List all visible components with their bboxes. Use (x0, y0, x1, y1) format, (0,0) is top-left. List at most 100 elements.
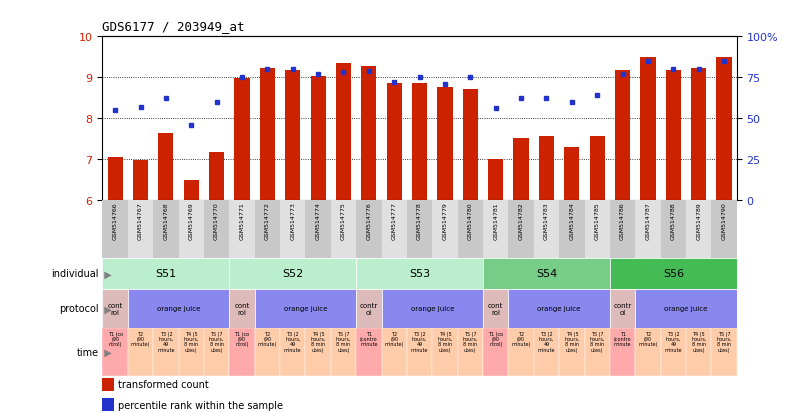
Text: T3 (2
hours,
49
minute: T3 (2 hours, 49 minute (157, 331, 175, 352)
Bar (361, 67, 377, 200)
Bar (585, 328, 610, 376)
Text: GSM514778: GSM514778 (417, 202, 422, 240)
Text: GSM514787: GSM514787 (645, 202, 650, 240)
Text: T5 (7
hours,
8 min
utes): T5 (7 hours, 8 min utes) (209, 331, 225, 352)
Text: T4 (5
hours,
8 min
utes): T4 (5 hours, 8 min utes) (691, 331, 706, 352)
Bar (133, 160, 148, 200)
Text: T4 (5
hours,
8 min
utes): T4 (5 hours, 8 min utes) (564, 331, 579, 352)
Bar (559, 328, 585, 376)
Bar (102, 377, 113, 391)
Bar (306, 200, 331, 258)
Text: S53: S53 (409, 268, 430, 279)
Text: orange juice: orange juice (537, 306, 581, 312)
Bar (255, 328, 280, 376)
Bar (433, 328, 458, 376)
Text: T5 (7
hours,
8 min
utes): T5 (7 hours, 8 min utes) (589, 331, 605, 352)
Text: GSM514775: GSM514775 (341, 202, 346, 240)
Text: cont
rol: cont rol (107, 302, 123, 315)
Bar (234, 79, 250, 200)
Bar (564, 147, 579, 200)
Text: GSM514772: GSM514772 (265, 202, 269, 240)
Text: ▶: ▶ (98, 268, 112, 279)
Bar (102, 289, 128, 328)
Text: T2
(90
minute): T2 (90 minute) (511, 331, 531, 347)
Bar (407, 200, 433, 258)
Bar (128, 200, 153, 258)
Bar (610, 289, 635, 328)
Bar (508, 289, 610, 328)
Bar (483, 289, 508, 328)
Bar (229, 289, 255, 328)
Bar (331, 200, 356, 258)
Text: T3 (2
hours,
49
minute: T3 (2 hours, 49 minute (411, 331, 429, 352)
Bar (387, 84, 402, 200)
Bar (356, 328, 381, 376)
Bar (229, 258, 356, 289)
Bar (179, 328, 204, 376)
Text: GSM514779: GSM514779 (443, 202, 448, 240)
Bar (615, 71, 630, 200)
Bar (488, 159, 504, 200)
Text: GSM514790: GSM514790 (722, 202, 727, 240)
Bar (280, 200, 306, 258)
Text: GSM514766: GSM514766 (113, 202, 117, 240)
Text: contr
ol: contr ol (614, 302, 632, 315)
Bar (585, 200, 610, 258)
Bar (533, 328, 559, 376)
Bar (107, 157, 123, 200)
Bar (229, 328, 255, 376)
Bar (306, 328, 331, 376)
Bar (712, 200, 737, 258)
Text: GSM514786: GSM514786 (620, 202, 625, 240)
Bar (255, 200, 280, 258)
Text: ▶: ▶ (98, 347, 112, 357)
Bar (158, 134, 173, 200)
Bar (336, 64, 351, 200)
Text: GSM514768: GSM514768 (163, 202, 169, 240)
Bar (280, 328, 306, 376)
Bar (635, 200, 660, 258)
Text: GSM514789: GSM514789 (697, 202, 701, 240)
Bar (204, 200, 229, 258)
Text: S52: S52 (282, 268, 303, 279)
Text: S51: S51 (155, 268, 177, 279)
Text: GSM514767: GSM514767 (138, 202, 143, 240)
Bar (204, 328, 229, 376)
Bar (260, 69, 275, 200)
Text: protocol: protocol (59, 304, 98, 314)
Text: GSM514788: GSM514788 (671, 202, 676, 240)
Bar (331, 328, 356, 376)
Bar (437, 88, 452, 200)
Text: ▶: ▶ (98, 304, 112, 314)
Text: cont
rol: cont rol (488, 302, 504, 315)
Bar (285, 71, 300, 200)
Text: GSM514771: GSM514771 (240, 202, 244, 240)
Text: T4 (5
hours,
8 min
utes): T4 (5 hours, 8 min utes) (437, 331, 452, 352)
Text: S56: S56 (663, 268, 684, 279)
Text: T4 (5
hours,
8 min
utes): T4 (5 hours, 8 min utes) (184, 331, 199, 352)
Text: T1
(contro
minute: T1 (contro minute (614, 331, 631, 347)
Text: T3 (2
hours,
49
minute: T3 (2 hours, 49 minute (664, 331, 682, 352)
Text: time: time (76, 347, 98, 357)
Bar (691, 69, 706, 200)
Text: GSM514784: GSM514784 (570, 202, 574, 240)
Text: T3 (2
hours,
49
minute: T3 (2 hours, 49 minute (284, 331, 302, 352)
Bar (310, 77, 325, 200)
Bar (153, 200, 179, 258)
Bar (610, 200, 635, 258)
Text: GSM514782: GSM514782 (519, 202, 523, 240)
Text: GSM514781: GSM514781 (493, 202, 498, 240)
Text: GSM514773: GSM514773 (290, 202, 296, 240)
Bar (610, 258, 737, 289)
Bar (412, 84, 427, 200)
Text: contr
ol: contr ol (360, 302, 378, 315)
Bar (514, 138, 529, 200)
Bar (102, 258, 229, 289)
Bar (102, 328, 128, 376)
Text: GSM514769: GSM514769 (189, 202, 194, 240)
Bar (458, 328, 483, 376)
Bar (102, 398, 113, 411)
Bar (128, 289, 229, 328)
Bar (539, 137, 554, 200)
Text: orange juice: orange juice (664, 306, 708, 312)
